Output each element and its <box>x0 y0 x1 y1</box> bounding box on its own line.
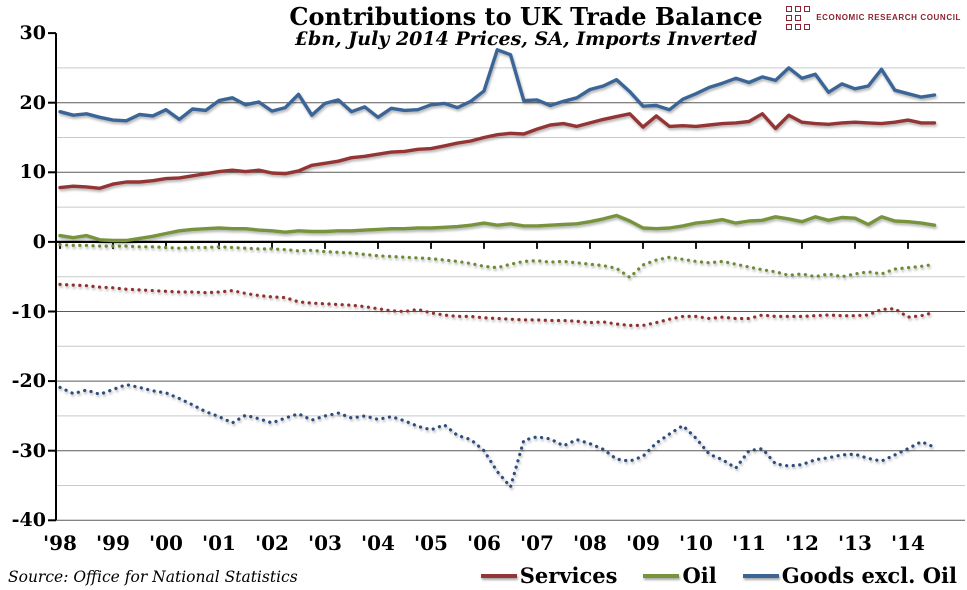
data-series <box>58 48 937 489</box>
page-subtitle: £bn, July 2014 Prices, SA, Imports Inver… <box>294 28 758 50</box>
y-axis-label: -20 <box>11 370 46 393</box>
x-axis-label: '11 <box>732 531 766 555</box>
y-axis-label: 0 <box>32 230 46 253</box>
x-axis-label: '14 <box>891 531 925 555</box>
legend-item-oil: Oil <box>643 563 717 588</box>
y-axis-label: 30 <box>19 22 46 45</box>
source-note: Source: Office for National Statistics <box>8 568 298 586</box>
x-axis-label: '13 <box>838 531 872 555</box>
erc-logo-text: ECONOMIC RESEARCH COUNCIL <box>816 13 961 22</box>
x-axis-label: '05 <box>414 531 448 555</box>
services-line-swatch-icon <box>480 573 517 578</box>
x-axis-label: '10 <box>679 531 713 555</box>
y-axis-label: -10 <box>11 300 46 323</box>
x-axis-label: '08 <box>573 531 607 555</box>
x-axis-label: '99 <box>96 531 130 555</box>
y-axis-label: 10 <box>19 161 46 184</box>
x-axis-label: '09 <box>626 531 660 555</box>
y-axis-label: -30 <box>11 439 46 462</box>
legend-item-goods-excl-oil: Goods excl. Oil <box>742 563 957 588</box>
y-axis-label: 20 <box>19 91 46 114</box>
legend-label: Oil <box>682 563 717 588</box>
erc-logo: ECONOMIC RESEARCH COUNCIL <box>786 6 961 30</box>
goods-excl-oil-line-swatch-icon <box>742 573 779 578</box>
series-goods-excl-oil-imports-inverted- <box>58 383 937 489</box>
x-axis-label: '06 <box>467 531 501 555</box>
x-axis-label: '01 <box>202 531 236 555</box>
x-axis-label: '03 <box>308 531 342 555</box>
x-axis-label: '12 <box>785 531 819 555</box>
x-axis-label: '04 <box>361 531 395 555</box>
y-axis-label: -40 <box>11 509 46 532</box>
erc-logo-squares-icon <box>786 6 811 30</box>
page-title: Contributions to UK Trade Balance <box>289 2 763 31</box>
legend-label: Goods excl. Oil <box>781 563 957 588</box>
legend-label: Services <box>519 563 618 588</box>
series-services <box>58 112 937 190</box>
x-axis-label: '00 <box>149 531 183 555</box>
x-axis-label: '07 <box>520 531 554 555</box>
series-goods-excl-oil <box>58 48 937 123</box>
x-axis-label: '02 <box>255 531 289 555</box>
series-services-imports-inverted- <box>58 282 937 327</box>
axes <box>48 32 965 522</box>
chart-legend: Services Oil Goods excl. Oil <box>480 563 957 588</box>
series-oil-imports-inverted- <box>58 243 937 279</box>
series-oil <box>58 213 937 243</box>
legend-item-services: Services <box>480 563 618 588</box>
x-axis-label: '98 <box>43 531 77 555</box>
oil-line-swatch-icon <box>643 573 680 578</box>
gridlines <box>56 67 965 521</box>
